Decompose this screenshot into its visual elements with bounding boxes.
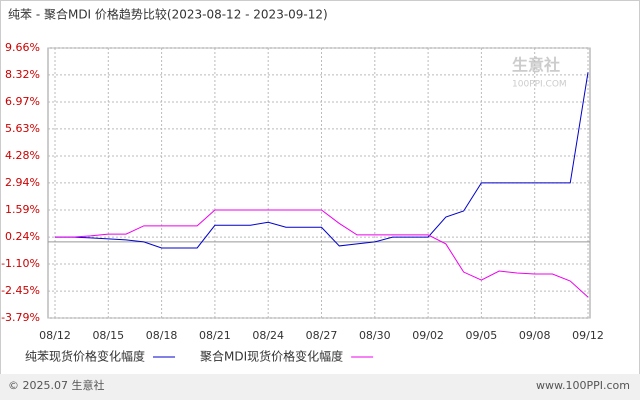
x-tick-label: 08/30	[359, 329, 391, 342]
y-tick-label: 0.24%	[5, 230, 40, 243]
y-tick-label: -2.45%	[1, 284, 40, 297]
x-tick-label: 09/05	[466, 329, 498, 342]
x-tick-label: 08/21	[199, 329, 231, 342]
y-tick-label: 2.94%	[5, 176, 40, 189]
x-tick-label: 09/02	[412, 329, 444, 342]
y-tick-label: 1.59%	[5, 203, 40, 216]
x-tick-label: 08/15	[92, 329, 124, 342]
series-line	[55, 209, 589, 298]
x-tick-label: 09/08	[519, 329, 551, 342]
x-tick-label: 09/12	[572, 329, 604, 342]
watermark: 100PPI.COM	[512, 80, 567, 90]
footer-left: © 2025.07 生意社	[8, 378, 104, 392]
legend-label: 聚合MDI现货价格变化幅度	[200, 349, 343, 364]
x-tick-label: 08/18	[146, 329, 178, 342]
footer-right: www.100PPI.com	[536, 379, 630, 392]
footer-bar	[0, 374, 640, 400]
y-tick-label: 8.32%	[5, 68, 40, 81]
x-tick-label: 08/12	[39, 329, 71, 342]
legend-label: 纯苯现货价格变化幅度	[25, 349, 145, 364]
chart-title: 纯苯 - 聚合MDI 价格趋势比较(2023-08-12 - 2023-09-1…	[8, 7, 328, 22]
series-line	[55, 72, 589, 249]
watermark: 生意社	[512, 56, 560, 75]
y-tick-label: -1.10%	[1, 257, 40, 270]
y-tick-label: -3.79%	[1, 311, 40, 324]
y-tick-label: 4.28%	[5, 149, 40, 162]
x-tick-label: 08/27	[306, 329, 338, 342]
y-tick-label: 9.66%	[5, 41, 40, 54]
y-tick-label: 6.97%	[5, 95, 40, 108]
y-tick-label: 5.63%	[5, 122, 40, 135]
x-tick-label: 08/24	[252, 329, 284, 342]
